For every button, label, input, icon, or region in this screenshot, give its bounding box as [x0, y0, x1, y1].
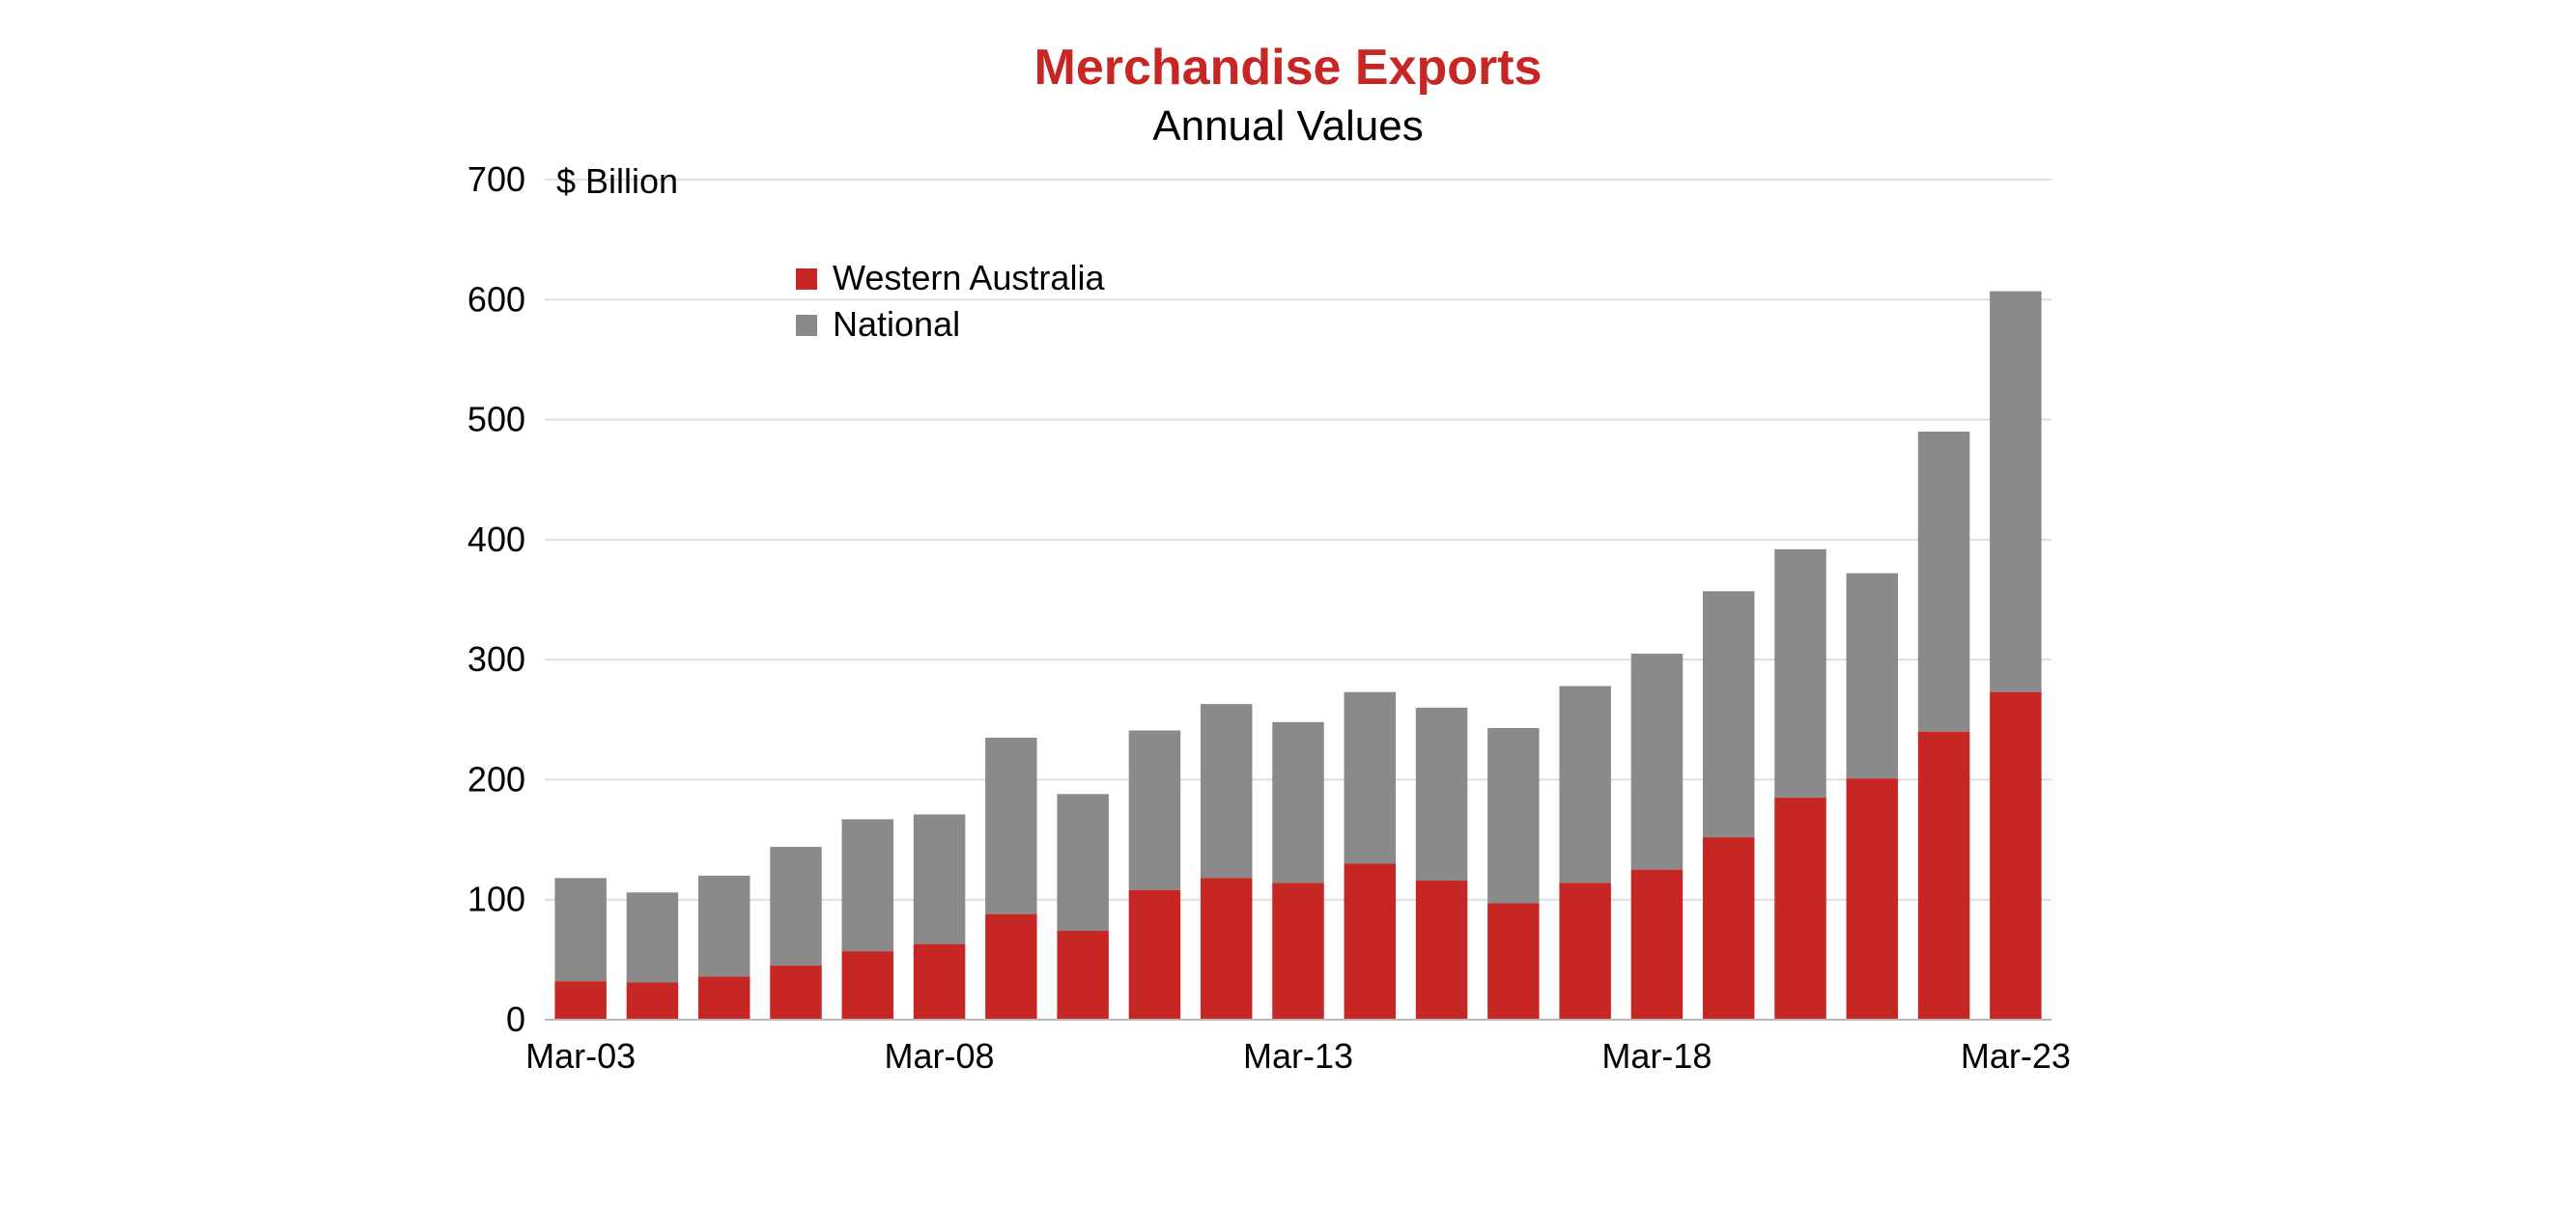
bar-segment-western-australia	[1917, 732, 1968, 1020]
bar-segment-western-australia	[1272, 883, 1323, 1020]
bar-segment-national	[1200, 704, 1251, 878]
bar-segment-national	[985, 738, 1036, 914]
bar-segment-western-australia	[697, 976, 749, 1020]
bar-segment-national	[697, 876, 749, 976]
chart-svg: 0 100 200 300 400 500 600 700 $ Billion Mar-03 Mar…	[419, 151, 2167, 1107]
bar-segment-national	[1702, 591, 1753, 837]
bar-segment-national	[1487, 728, 1539, 903]
bar-segment-national	[1846, 574, 1897, 779]
bar-segment-national	[1559, 686, 1610, 883]
bar-segment-western-australia	[1630, 870, 1682, 1020]
x-tick-label: Mar-13	[1242, 1036, 1352, 1076]
bar-segment-national	[1128, 730, 1179, 889]
x-tick-label: Mar-23	[1960, 1036, 2070, 1076]
legend-label: National	[833, 304, 960, 344]
bar-segment-western-australia	[1344, 863, 1395, 1020]
bar-segment-national	[1774, 549, 1826, 798]
bar-segment-western-australia	[1487, 903, 1539, 1020]
bar-segment-western-australia	[1200, 878, 1251, 1020]
bar-segment-western-australia	[913, 944, 964, 1020]
legend-item: National	[796, 304, 960, 344]
y-tick-label: 600	[467, 279, 524, 319]
bar-segment-national	[1344, 692, 1395, 864]
legend-swatch	[796, 315, 817, 336]
bar-segment-national	[1990, 292, 2041, 692]
bar-segment-western-australia	[1057, 931, 1108, 1020]
x-tick-label: Mar-18	[1601, 1036, 1712, 1076]
bar-segment-western-australia	[554, 981, 606, 1020]
bar-segment-western-australia	[1774, 798, 1826, 1020]
bar-segment-national	[1272, 722, 1323, 884]
bar-segment-western-australia	[1990, 692, 2041, 1020]
legend-label: Western Australia	[833, 258, 1105, 297]
y-tick-label: 400	[467, 519, 524, 559]
chart-subtitle: Annual Values	[419, 102, 2158, 151]
bar-segment-western-australia	[770, 966, 821, 1020]
legend-item: Western Australia	[796, 258, 1105, 297]
bar-segment-national	[1057, 794, 1108, 931]
chart-title: Merchandise Exports	[419, 39, 2158, 97]
y-tick-label: 500	[467, 400, 524, 439]
bar-segment-national	[626, 892, 677, 982]
x-tick-label: Mar-08	[884, 1036, 994, 1076]
x-tick-label: Mar-03	[525, 1036, 636, 1076]
bar-segment-western-australia	[985, 914, 1036, 1020]
bar-segment-national	[1917, 432, 1968, 732]
bar-segment-national	[841, 819, 892, 951]
bar-segment-national	[554, 878, 606, 981]
bar-segment-western-australia	[1415, 881, 1466, 1020]
bar-segment-national	[770, 847, 821, 966]
legend: Western Australia National	[796, 258, 1105, 344]
bar-segment-western-australia	[841, 951, 892, 1020]
y-tick-label: 700	[467, 159, 524, 199]
bar-segment-western-australia	[1846, 778, 1897, 1020]
bar-segment-western-australia	[1702, 837, 1753, 1020]
y-tick-label: 0	[505, 999, 524, 1039]
y-tick-label: 200	[467, 759, 524, 799]
chart-container: Merchandise Exports Annual Values 0 100 20…	[419, 0, 2158, 1107]
y-tick-label: 300	[467, 639, 524, 679]
y-tick-label: 100	[467, 880, 524, 919]
bar-segment-western-australia	[1128, 890, 1179, 1020]
bar-segment-national	[1415, 708, 1466, 881]
y-axis-unit-label: $ Billion	[556, 161, 678, 201]
bar-segment-western-australia	[626, 982, 677, 1020]
bar-segment-national	[913, 814, 964, 943]
legend-swatch	[796, 268, 817, 290]
bar-segment-national	[1630, 654, 1682, 870]
bar-segment-western-australia	[1559, 883, 1610, 1020]
